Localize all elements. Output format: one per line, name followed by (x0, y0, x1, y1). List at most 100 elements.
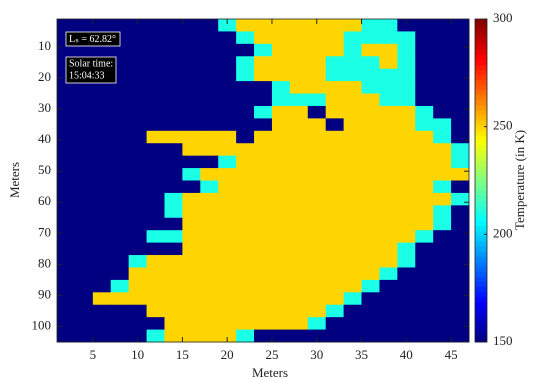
heat-cell (57, 118, 76, 132)
heat-cell (200, 180, 219, 194)
heat-cell (325, 242, 345, 256)
heat-cell (200, 68, 219, 82)
heat-cell (236, 93, 255, 107)
heat-cell (433, 205, 452, 219)
heat-cell (182, 279, 201, 293)
heat-cell (307, 130, 327, 144)
heat-cell (74, 267, 94, 281)
heat-cell (254, 43, 273, 57)
heat-cell (218, 205, 237, 219)
heat-cell (307, 68, 327, 82)
heat-cell (218, 31, 237, 45)
heat-cell (254, 155, 273, 169)
heat-cell (128, 217, 148, 231)
heat-cell (451, 31, 470, 45)
heat-cell (343, 230, 363, 244)
heat-cell (325, 192, 345, 206)
heat-cell (361, 68, 380, 82)
heat-cell (236, 329, 255, 343)
heat-cell (74, 317, 94, 331)
colorbar-tick-label: 250 (493, 118, 513, 133)
heat-cell (254, 19, 273, 32)
heat-cell (254, 292, 273, 306)
heat-cell (379, 267, 398, 281)
heat-cell (110, 317, 130, 331)
heat-cell (254, 105, 273, 119)
heat-cell (361, 205, 380, 219)
heat-cell (343, 143, 363, 157)
heat-cell (128, 43, 148, 57)
heat-cell (289, 68, 309, 82)
heat-cell (271, 304, 291, 318)
heat-cell (325, 81, 345, 95)
annotation-box (65, 31, 121, 47)
heat-cell (236, 81, 255, 95)
heat-cell (254, 279, 273, 293)
heat-cell (343, 93, 363, 107)
heat-cell (164, 56, 183, 70)
heat-cell (415, 292, 434, 306)
heat-cell (271, 279, 291, 293)
heat-cell (236, 105, 255, 119)
colorbar-segment (475, 261, 487, 267)
heat-cell (451, 168, 470, 181)
heat-cell (57, 143, 76, 157)
heat-cell (361, 242, 380, 256)
heat-cell (57, 93, 76, 107)
heat-cell (200, 317, 219, 331)
colorbar-segment (475, 104, 487, 111)
colorbar-segment (475, 145, 487, 151)
heat-cell (218, 304, 237, 318)
colorbar-segment (475, 19, 487, 25)
heat-cell (325, 292, 345, 306)
heat-cell (433, 56, 452, 70)
colorbar-segment (475, 220, 487, 227)
annotation: Solar time: (69, 58, 113, 69)
heat-cell (433, 19, 452, 32)
heat-cell (146, 168, 165, 181)
heat-cell (415, 230, 434, 244)
colorbar-segment (475, 84, 487, 91)
annotation: Lₛ = 62.82° (69, 34, 116, 45)
heat-cell (182, 180, 201, 194)
heat-cell (415, 217, 434, 231)
y-tick-label: 50 (38, 162, 51, 177)
heat-cell (307, 279, 327, 293)
heat-cell (110, 192, 130, 206)
heat-cell (325, 255, 345, 268)
heat-cell (361, 217, 380, 231)
heat-cell (343, 279, 363, 293)
x-tick-label: 40 (400, 347, 413, 362)
heat-cell (236, 56, 255, 70)
heat-cell (397, 19, 416, 32)
heat-cell (325, 180, 345, 194)
heat-cell (271, 105, 291, 119)
heat-cell (343, 168, 363, 181)
heat-cell (200, 304, 219, 318)
heat-cell (128, 93, 148, 107)
heat-cell (182, 130, 201, 144)
heat-cell (307, 155, 327, 169)
heat-cell (271, 292, 291, 306)
heat-cell (379, 329, 398, 343)
heat-cell (361, 130, 380, 144)
heat-cell (92, 168, 112, 181)
heat-cell (164, 81, 183, 95)
heat-cell (74, 205, 94, 219)
colorbar-segment (475, 140, 487, 146)
heat-cell (307, 230, 327, 244)
colorbar-segment (475, 114, 487, 121)
heat-cell (325, 143, 345, 157)
heat-cell (218, 56, 237, 70)
heat-cell (289, 192, 309, 206)
heat-cell (74, 168, 94, 181)
heat-cell (451, 56, 470, 70)
heat-cell (307, 242, 327, 256)
heat-cell (361, 143, 380, 157)
heat-cell (433, 267, 452, 281)
annotation-box (65, 56, 117, 84)
heat-cell (361, 267, 380, 281)
heat-cell (271, 180, 291, 194)
colorbar-segment (475, 135, 487, 141)
heat-cell (128, 292, 148, 306)
